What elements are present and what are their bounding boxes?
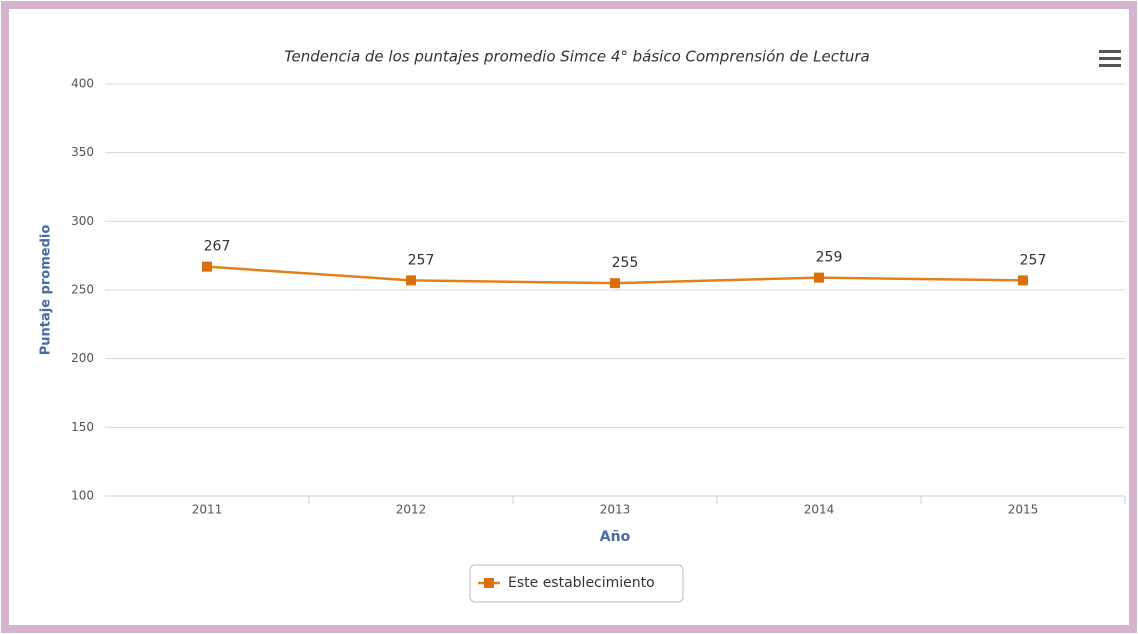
legend-label: Este establecimiento [508,575,655,591]
y-tick-label: 150 [71,420,94,434]
marker [202,261,212,272]
legend-box [469,564,684,603]
data-label: 259 [816,250,843,266]
chart-title: Tendencia de los puntajes promedio Simce… [284,48,870,66]
menu-bar[interactable] [1099,57,1121,60]
data-label: 255 [612,255,639,271]
data-label: 257 [1020,252,1047,268]
menu-button[interactable] [1099,50,1121,67]
legend-marker [484,578,494,588]
y-tick-label: 200 [71,351,94,365]
y-tick-label: 250 [71,283,94,297]
x-axis-label: Año [600,529,631,545]
y-tick-label: 400 [71,77,94,91]
y-axis-label: Puntaje promedio [39,225,54,356]
marker [1018,275,1028,286]
y-tick-label: 100 [71,489,94,503]
marker [814,272,824,283]
marker [610,278,620,289]
x-tick-label: 2014 [804,503,835,517]
x-tick-label: 2015 [1008,503,1039,517]
data-label: 257 [408,252,435,268]
menu-bar[interactable] [1099,50,1121,53]
data-label: 267 [204,239,231,255]
x-tick-label: 2012 [396,503,427,517]
x-tick-label: 2013 [600,503,631,517]
x-tick-label: 2011 [192,503,223,517]
menu-bar[interactable] [1099,64,1121,67]
y-tick-label: 300 [71,214,94,228]
legend: Este establecimiento [469,564,684,603]
y-tick-label: 350 [71,145,94,159]
marker [406,275,416,286]
